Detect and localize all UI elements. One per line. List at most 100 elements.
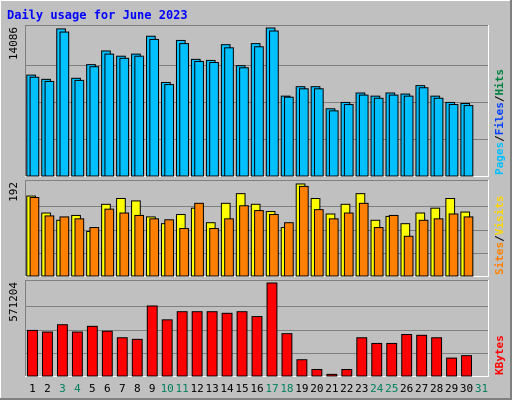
x-tick-label-day-24: 24	[370, 382, 384, 395]
panel-visits-sites: 192 Sites/Visits	[7, 180, 506, 277]
legend-entry: Hits	[493, 69, 506, 96]
x-tick-label-day-28: 28	[430, 382, 443, 395]
bar-kbytes-day-22	[341, 368, 353, 377]
x-tick-label-day-6: 6	[104, 382, 111, 395]
bar-kbytes-day-11	[176, 311, 188, 377]
bar-sites-day-4	[74, 218, 85, 277]
legend-entry: Files	[493, 102, 506, 135]
x-tick-label-day-20: 20	[310, 382, 323, 395]
x-tick-label-day-21: 21	[325, 382, 338, 395]
y-max-label: 192	[7, 182, 20, 202]
bar-kbytes-day-10	[161, 319, 173, 377]
bar-sites-day-17	[269, 213, 279, 277]
legend-pages-files-hits: Pages/Files/Hits	[493, 69, 506, 175]
x-tick-label-day-9: 9	[149, 382, 156, 395]
bar-kbytes-day-1	[27, 329, 38, 377]
bar-sites-day-16	[254, 210, 264, 277]
bar-files-day-20	[313, 88, 324, 177]
bar-kbytes-day-30	[461, 355, 472, 377]
bar-files-day-18	[284, 96, 294, 177]
bar-files-day-4	[74, 79, 85, 177]
y-max-label: 571204	[7, 282, 20, 322]
y-max-label: 14086	[7, 27, 20, 60]
bar-files-day-21	[328, 110, 339, 177]
legend-entry: Pages	[493, 142, 506, 175]
bar-files-day-26	[403, 95, 414, 177]
bar-sites-day-10	[164, 219, 174, 277]
bar-files-day-1	[29, 76, 40, 177]
x-tick-label-day-26: 26	[400, 382, 413, 395]
bar-sites-day-26	[403, 235, 414, 277]
bar-files-day-22	[343, 104, 354, 177]
bar-files-day-11	[179, 43, 189, 177]
bar-files-day-8	[134, 55, 145, 177]
bar-sites-day-25	[388, 214, 399, 277]
bar-kbytes-day-3	[56, 324, 68, 377]
bar-files-day-27	[418, 87, 429, 177]
x-tick-label-day-5: 5	[89, 382, 96, 395]
bar-sites-day-29	[448, 213, 459, 277]
x-tick-label-day-13: 13	[205, 382, 218, 395]
bar-sites-day-14	[224, 218, 234, 277]
bar-files-day-28	[433, 97, 444, 177]
bar-files-day-24	[373, 97, 384, 177]
bar-kbytes-day-12	[191, 311, 203, 377]
bar-files-day-14	[224, 47, 234, 177]
legend-entry: /	[493, 135, 506, 142]
bar-files-day-7	[119, 57, 130, 177]
bar-kbytes-day-7	[116, 337, 128, 377]
bar-kbytes-day-14	[221, 312, 233, 377]
x-tick-label-day-16: 16	[250, 382, 263, 395]
bar-files-day-10	[164, 84, 174, 177]
bar-kbytes-day-29	[446, 357, 458, 377]
bar-sites-day-19	[299, 185, 309, 277]
bar-kbytes-day-16	[251, 316, 263, 377]
bar-sites-day-23	[358, 202, 369, 277]
x-tick-label-day-15: 15	[235, 382, 248, 395]
bar-sites-day-11	[179, 228, 189, 277]
bar-kbytes-day-21	[326, 373, 338, 377]
legend-entry: KBytes	[493, 335, 506, 375]
bar-files-day-3	[59, 31, 70, 177]
bar-sites-day-27	[418, 219, 429, 277]
x-tick-label-day-2: 2	[44, 382, 51, 395]
bar-sites-day-21	[328, 218, 339, 277]
panels-layer: 14086Pages/Files/Hits192Sites/Visits5712…	[7, 25, 506, 377]
panel-kbytes: 571204 KBytes	[7, 280, 506, 377]
x-tick-label-day-7: 7	[119, 382, 126, 395]
legend-entry: /	[493, 235, 506, 242]
bar-kbytes-day-5	[86, 325, 98, 377]
x-tick-label-day-29: 29	[445, 382, 458, 395]
bar-files-day-13	[209, 62, 219, 177]
bar-sites-day-18	[284, 222, 294, 277]
bar-kbytes-day-6	[101, 330, 113, 377]
x-tick-label-day-18: 18	[280, 382, 293, 395]
bar-files-day-25	[388, 94, 399, 177]
legend-entry: Sites	[493, 242, 506, 275]
x-tick-label-day-3: 3	[59, 382, 66, 395]
bar-kbytes-day-20	[311, 368, 323, 377]
bar-sites-day-24	[373, 227, 384, 277]
bar-kbytes-day-25	[386, 342, 398, 377]
bar-sites-day-2	[44, 215, 55, 277]
chart-title: Daily usage for June 2023	[7, 8, 188, 22]
x-tick-label-day-17: 17	[265, 382, 278, 395]
x-tick-label-day-22: 22	[340, 382, 353, 395]
bar-files-day-6	[104, 53, 115, 177]
bar-files-day-12	[194, 60, 204, 177]
bar-files-day-9	[149, 38, 160, 177]
x-tick-label-day-19: 19	[295, 382, 308, 395]
x-axis-labels: 1 2 3 4 5 6 7 8 9 10 11 12 13 14 15 16 17 18 19 20 21 22 23 24 2…	[29, 382, 488, 395]
x-tick-label-day-12: 12	[191, 382, 204, 395]
x-tick-label-day-11: 11	[176, 382, 189, 395]
bar-sites-day-7	[119, 212, 130, 277]
bar-kbytes-day-19	[296, 359, 308, 377]
bar-kbytes-day-27	[416, 334, 428, 377]
bar-sites-day-15	[239, 205, 249, 277]
bar-sites-day-8	[134, 214, 145, 277]
bar-files-day-17	[269, 30, 279, 177]
legend-kbytes: KBytes	[493, 335, 506, 375]
x-tick-label-day-10: 10	[161, 382, 174, 395]
